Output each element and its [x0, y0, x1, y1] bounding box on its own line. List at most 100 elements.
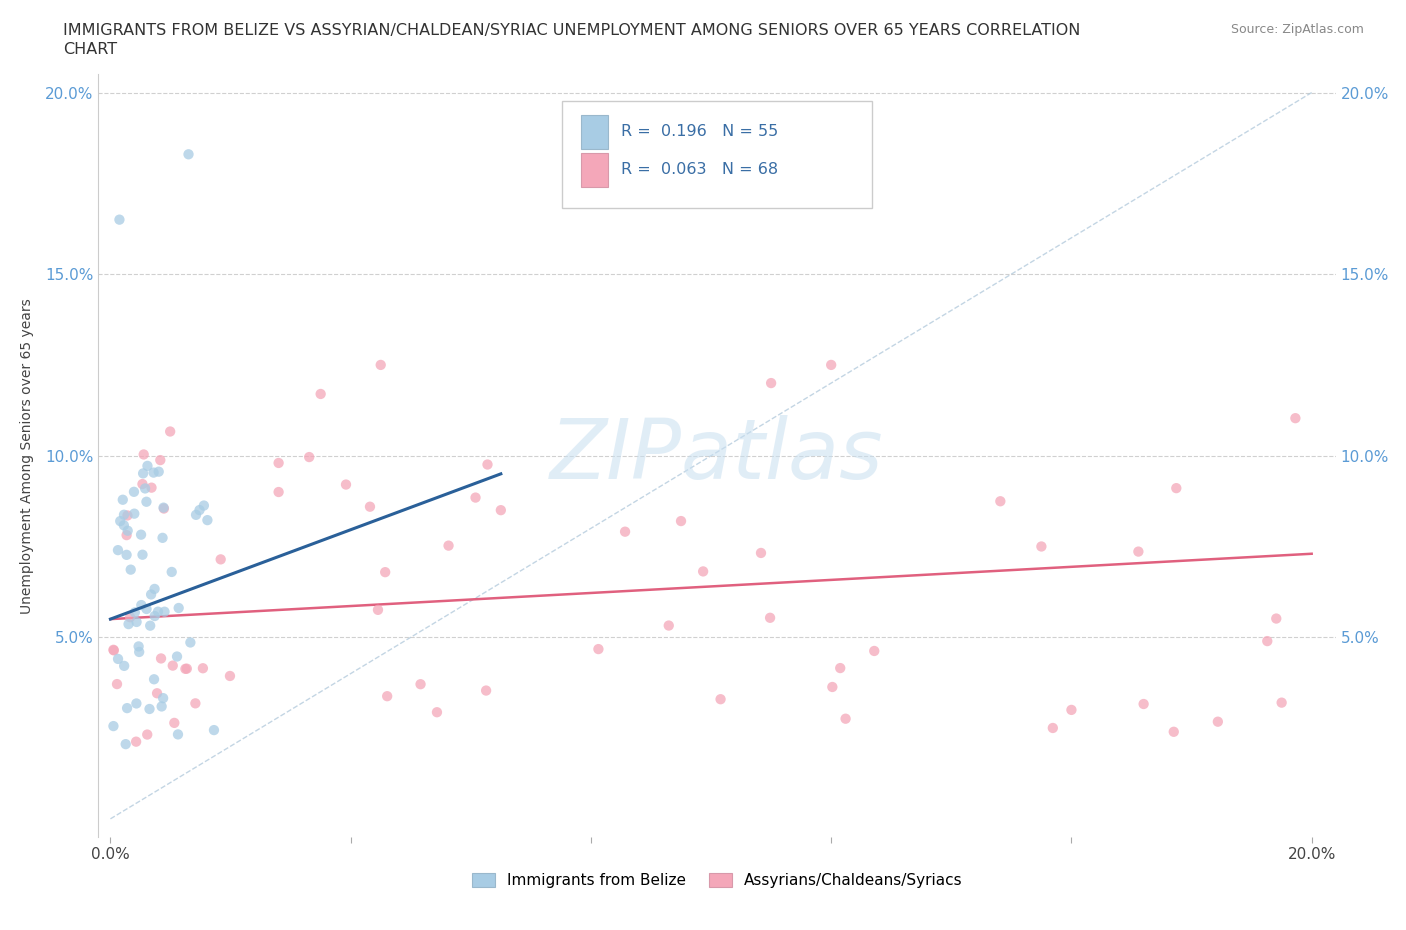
Point — [139, 587, 162, 602]
Point — [103, 643, 125, 658]
Point — [163, 715, 186, 730]
Point — [136, 458, 159, 473]
Point — [749, 546, 772, 561]
Point — [136, 727, 159, 742]
Text: ZIPatlas: ZIPatlas — [550, 415, 884, 497]
Point — [219, 669, 242, 684]
Point — [131, 598, 153, 613]
Y-axis label: Unemployment Among Seniors over 65 years: Unemployment Among Seniors over 65 years — [20, 298, 34, 614]
Point — [309, 387, 332, 402]
Text: R =  0.196   N = 55: R = 0.196 N = 55 — [620, 124, 778, 140]
Point — [111, 492, 134, 507]
Point — [105, 677, 128, 692]
Point — [759, 610, 782, 625]
FancyBboxPatch shape — [581, 114, 609, 149]
Point — [115, 700, 138, 715]
Point — [103, 719, 125, 734]
Point — [197, 512, 219, 527]
Point — [1166, 481, 1188, 496]
Point — [863, 644, 886, 658]
Point — [359, 499, 381, 514]
Point — [148, 464, 170, 479]
Point — [143, 608, 166, 623]
Point — [209, 551, 232, 566]
Point — [692, 564, 714, 578]
Point — [821, 680, 844, 695]
Point — [120, 610, 142, 625]
Point — [149, 453, 172, 468]
Text: R =  0.063   N = 68: R = 0.063 N = 68 — [620, 162, 778, 178]
Point — [988, 494, 1011, 509]
Point — [152, 500, 174, 515]
Point — [107, 652, 129, 667]
Point — [143, 671, 166, 686]
Point — [179, 635, 201, 650]
Point — [614, 525, 637, 539]
Text: IMMIGRANTS FROM BELIZE VS ASSYRIAN/CHALDEAN/SYRIAC UNEMPLOYMENT AMONG SENIORS OV: IMMIGRANTS FROM BELIZE VS ASSYRIAN/CHALD… — [63, 23, 1081, 38]
Point — [174, 661, 197, 676]
Point — [110, 513, 132, 528]
Point — [830, 660, 852, 675]
Point — [146, 604, 169, 619]
Point — [120, 563, 142, 578]
Point — [131, 476, 153, 491]
Point — [374, 565, 396, 579]
Point — [138, 701, 160, 716]
Point — [426, 705, 449, 720]
Point — [475, 684, 498, 698]
Point — [669, 513, 692, 528]
Point — [477, 457, 499, 472]
Point — [184, 696, 207, 711]
Point — [167, 727, 190, 742]
Point — [142, 465, 165, 480]
Point — [114, 737, 136, 751]
Point — [129, 527, 152, 542]
Legend: Immigrants from Belize, Assyrians/Chaldeans/Syriacs: Immigrants from Belize, Assyrians/Chalde… — [465, 867, 969, 894]
Point — [167, 601, 190, 616]
Point — [834, 711, 856, 726]
Point — [1256, 633, 1278, 648]
Point — [115, 527, 138, 542]
Point — [177, 147, 200, 162]
Point — [367, 603, 389, 618]
Point — [1060, 702, 1083, 717]
Point — [107, 543, 129, 558]
Point — [103, 643, 125, 658]
Point — [125, 615, 148, 630]
Point — [709, 692, 731, 707]
Point — [267, 485, 290, 499]
Point — [375, 689, 398, 704]
Point — [437, 538, 460, 553]
Point — [128, 644, 150, 659]
FancyBboxPatch shape — [581, 153, 609, 187]
Point — [1042, 721, 1064, 736]
Point — [162, 658, 184, 673]
Point — [152, 691, 174, 706]
Point — [134, 481, 156, 496]
Point — [125, 734, 148, 749]
Point — [1206, 714, 1229, 729]
Point — [1132, 697, 1154, 711]
Point — [759, 376, 782, 391]
Point — [176, 661, 198, 676]
Point — [1031, 539, 1053, 554]
FancyBboxPatch shape — [562, 101, 872, 208]
Point — [588, 642, 610, 657]
Point — [464, 490, 486, 505]
Point — [141, 480, 163, 495]
Point — [112, 518, 135, 533]
Point — [489, 503, 512, 518]
Point — [1128, 544, 1150, 559]
Point — [150, 699, 173, 714]
Point — [125, 696, 148, 711]
Point — [191, 661, 214, 676]
Point — [150, 651, 173, 666]
Point — [146, 685, 169, 700]
Point — [820, 357, 842, 372]
Point — [143, 581, 166, 596]
Point — [112, 658, 135, 673]
Point — [131, 547, 153, 562]
Point — [267, 456, 290, 471]
Point — [166, 649, 188, 664]
Point — [139, 618, 162, 633]
